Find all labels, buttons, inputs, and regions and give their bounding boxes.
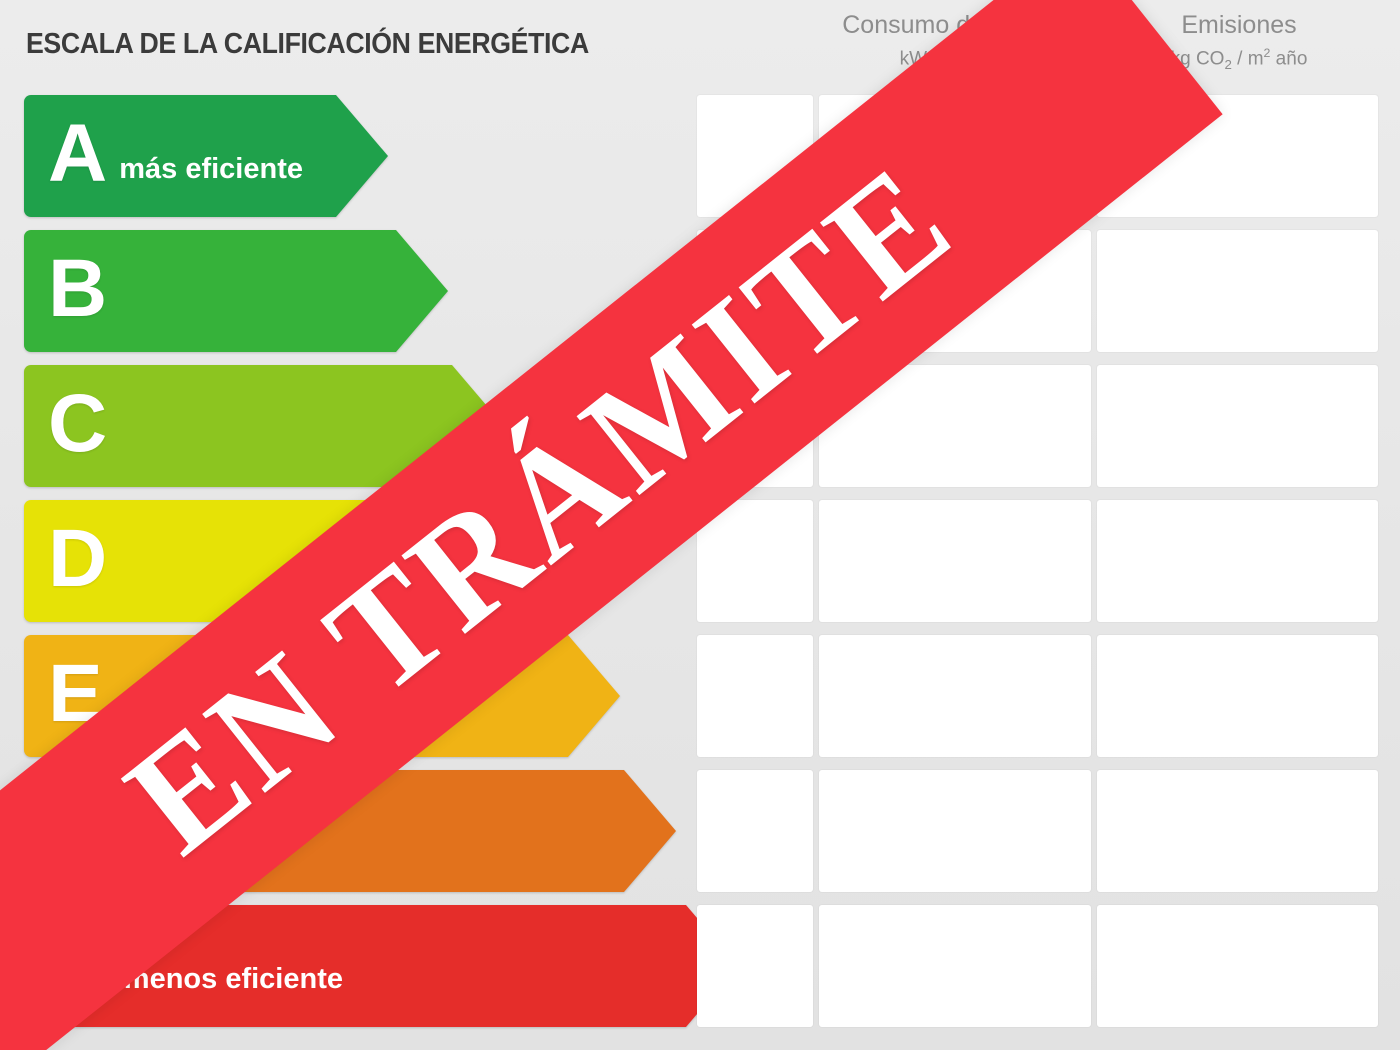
rating-letter-b: B [48, 243, 108, 334]
rating-row: Gmenos eficiente [0, 905, 1400, 1027]
rating-letter-c: C [48, 378, 108, 469]
rating-letter-a: A [48, 108, 108, 199]
cell-consumo-e [819, 635, 1091, 757]
cell-consumo-f [819, 770, 1091, 892]
rating-band-body [24, 365, 452, 487]
rating-band-arrow-tip [396, 230, 448, 352]
cell-emisiones-c [1097, 365, 1378, 487]
rating-band-body [24, 95, 336, 217]
cell-consumo-d [819, 500, 1091, 622]
cell-emisiones-e [1097, 635, 1378, 757]
cell-emisiones-f [1097, 770, 1378, 892]
cell-letter-f [697, 770, 813, 892]
rating-letter-d: D [48, 513, 108, 604]
column-header-emisiones-main: Emisiones [1181, 11, 1297, 39]
cell-letter-e [697, 635, 813, 757]
rating-band-b: B [24, 230, 448, 352]
rating-note: menos eficiente [123, 962, 343, 995]
rating-band-arrow-tip [568, 635, 620, 757]
rating-band-arrow-tip [336, 95, 388, 217]
rating-band-arrow-tip [624, 770, 676, 892]
cell-letter-g [697, 905, 813, 1027]
cell-emisiones-b [1097, 230, 1378, 352]
rating-note: más eficiente [119, 152, 303, 185]
cell-emisiones-d [1097, 500, 1378, 622]
rating-band-body [24, 230, 396, 352]
page-title: ESCALA DE LA CALIFICACIÓN ENERGÉTICA [26, 28, 589, 60]
column-header-emisiones-units: kg CO2 / m2 año [1170, 46, 1308, 73]
cell-letter-d [697, 500, 813, 622]
cell-consumo-g [819, 905, 1091, 1027]
column-header-emisiones: Emisiones kg CO2 / m2 año [1100, 10, 1378, 74]
cell-emisiones-g [1097, 905, 1378, 1027]
